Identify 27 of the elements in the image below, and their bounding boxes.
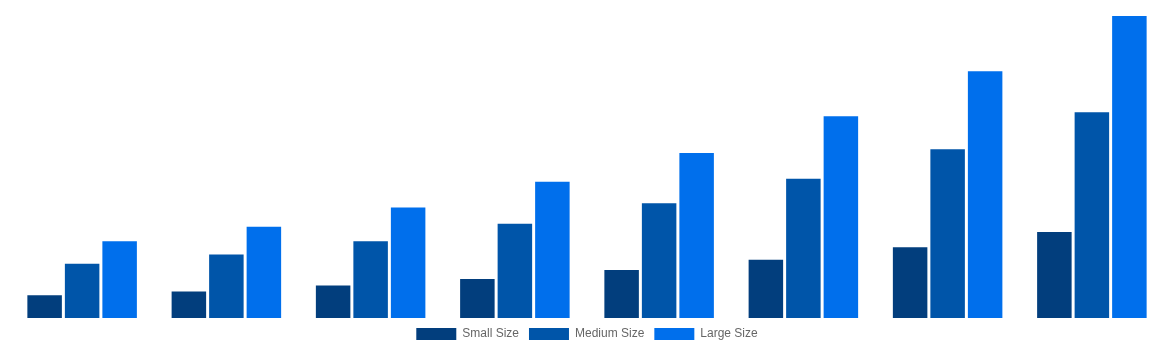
bar [604, 269, 639, 318]
bar [353, 241, 388, 318]
bar [209, 254, 244, 318]
bar [102, 241, 137, 318]
bar [930, 149, 965, 318]
bar [823, 116, 859, 318]
bar [390, 207, 426, 318]
bar [535, 181, 570, 318]
legend-label: Small Size [462, 326, 520, 341]
bar [748, 259, 784, 318]
bar [246, 226, 282, 318]
bar [679, 153, 714, 318]
bar [1112, 16, 1147, 318]
bar [27, 295, 62, 318]
legend-label: Medium Size [574, 326, 645, 341]
bar [1037, 231, 1072, 318]
bar [1074, 112, 1110, 318]
bar [641, 203, 677, 318]
bar [315, 285, 351, 318]
legend-label: Large Size [700, 326, 759, 341]
bar [460, 279, 495, 318]
bar [171, 291, 207, 318]
bar [892, 247, 928, 318]
bar [64, 263, 100, 318]
bar [497, 223, 533, 318]
bar [967, 71, 1003, 318]
bar [786, 178, 821, 318]
